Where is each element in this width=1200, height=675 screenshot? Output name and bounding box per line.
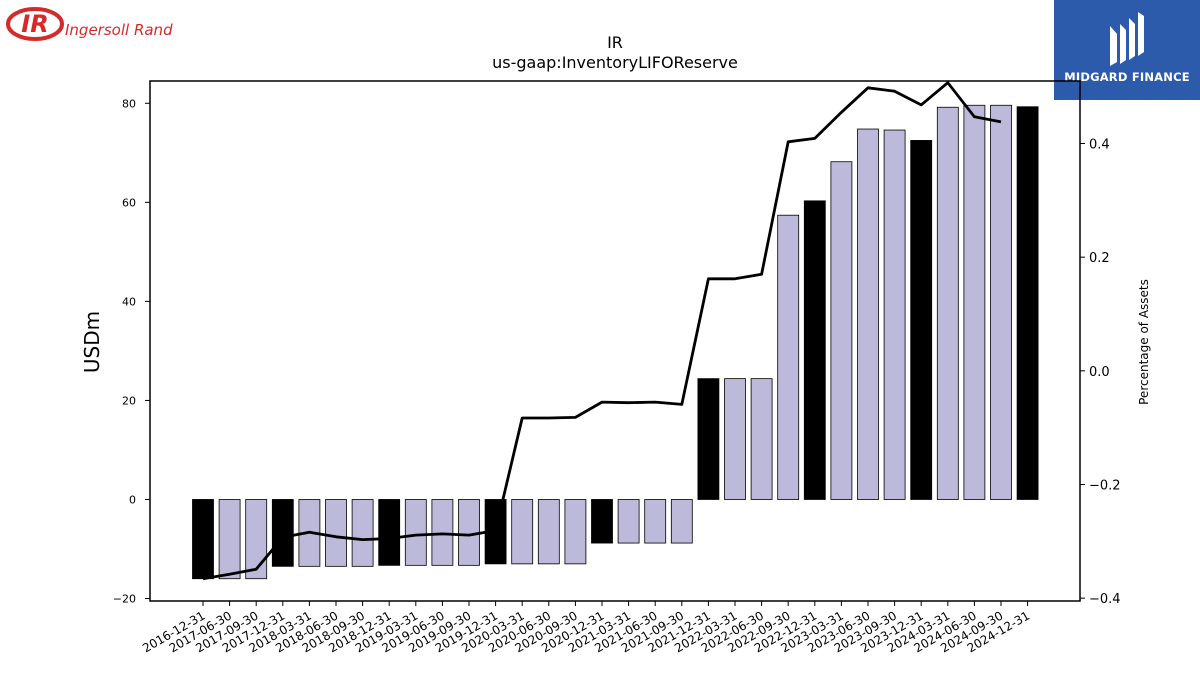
bar-2018-12-31 (378, 499, 401, 566)
plot-frame (149, 80, 1081, 602)
y-tick-label-60: 60 (122, 196, 136, 209)
bar-2021-06-30 (644, 499, 667, 544)
midgard-logo-icon (1110, 12, 1144, 66)
ir-logo-text: Ingersoll Rand (65, 21, 173, 39)
bar-2024-12-31 (1016, 106, 1039, 500)
bar-2019-06-30 (431, 499, 454, 566)
chart-subtitle: us-gaap:InventoryLIFOReserve (492, 53, 738, 72)
ir-logo-mark: IR (21, 10, 48, 38)
bar-2017-09-30 (245, 499, 268, 580)
y-tick-label--20: −20 (113, 593, 136, 606)
bar-2023-09-30 (883, 129, 906, 500)
bar-2021-12-31 (697, 378, 720, 500)
bar-2016-12-31 (192, 499, 214, 580)
bar-2024-03-31 (936, 106, 959, 500)
bar-2017-12-31 (271, 499, 294, 567)
bar-2023-06-30 (857, 128, 879, 500)
axes-group: −20020406080−0.4−0.20.00.20.42016-12-312… (113, 80, 1121, 655)
y2-tick-label-2: 0.0 (1089, 365, 1110, 380)
bars-group (192, 104, 1039, 580)
bar-2018-09-30 (351, 499, 374, 567)
y-tick-label-0: 0 (129, 493, 136, 506)
bar-2020-03-31 (511, 499, 534, 565)
y2-tick-label-1: −0.2 (1089, 478, 1121, 493)
line-group (202, 81, 1002, 581)
y2-tick-label-3: 0.2 (1089, 251, 1110, 266)
bar-2018-06-30 (325, 499, 347, 567)
y2-tick-label-0: −0.4 (1089, 592, 1121, 607)
bar-2022-12-31 (803, 200, 826, 500)
bar-2024-06-30 (963, 104, 986, 500)
bar-2020-06-30 (537, 499, 560, 565)
y-tick-label-20: 20 (122, 394, 136, 407)
bar-2021-09-30 (670, 499, 693, 544)
bar-2023-12-31 (910, 140, 933, 500)
ingersoll-rand-logo: IR Ingersoll Rand (6, 4, 176, 44)
y2-axis-label: Percentage of Assets (1137, 279, 1151, 405)
bar-2020-09-30 (564, 499, 587, 565)
bar-2024-09-30 (990, 104, 1012, 500)
midgard-logo-text: MIDGARD FINANCE (1064, 70, 1190, 84)
bar-2019-03-31 (404, 499, 427, 566)
bar-2022-09-30 (777, 214, 800, 500)
y-tick-label-80: 80 (122, 97, 136, 110)
bar-2022-06-30 (750, 378, 773, 500)
bar-2017-06-30 (218, 499, 241, 580)
bar-2020-12-31 (591, 499, 613, 544)
bar-2023-03-31 (830, 161, 853, 500)
midgard-finance-logo: MIDGARD FINANCE (1054, 0, 1200, 100)
chart-title: IR (607, 33, 623, 52)
y-tick-label-40: 40 (122, 295, 136, 308)
bar-2021-03-31 (617, 499, 640, 544)
y-axis-label: USDm (80, 311, 104, 373)
percentage-line (202, 81, 1002, 581)
bar-2022-03-31 (724, 378, 746, 500)
ir-logo-ellipse (6, 7, 64, 41)
y2-tick-label-4: 0.4 (1089, 138, 1110, 153)
